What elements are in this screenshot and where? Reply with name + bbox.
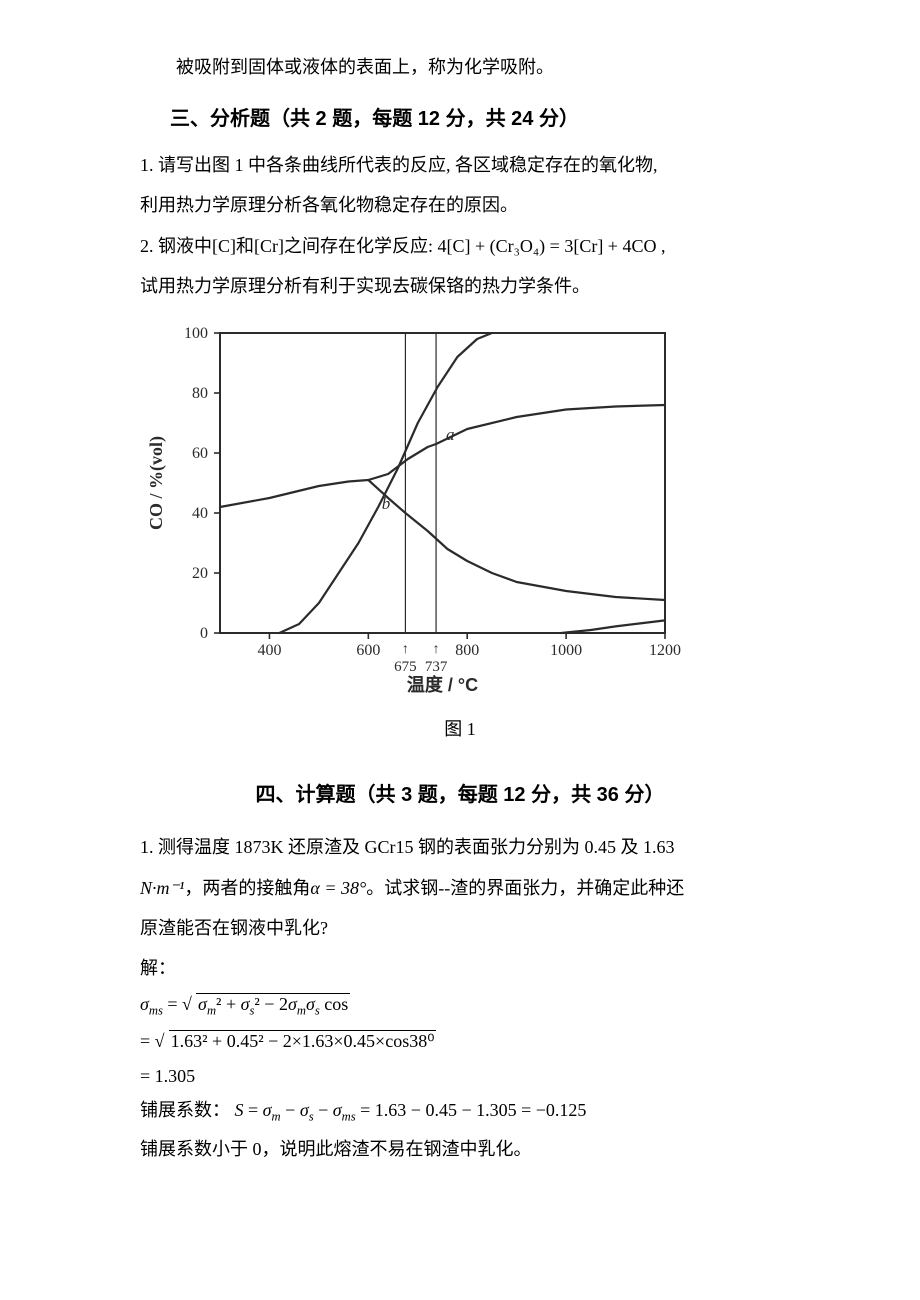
figure-1-caption: 图 1	[140, 712, 780, 746]
q4-1-line2: N·m⁻¹，两者的接触角α = 38°。试求钢--渣的界面张力，并确定此种还	[140, 871, 780, 905]
q3-1-line2: 利用热力学原理分析各氧化物稳定存在的原因。	[140, 188, 780, 222]
svg-text:675: 675	[394, 659, 417, 675]
svg-text:60: 60	[192, 445, 208, 462]
solution-label: 解：	[140, 951, 780, 985]
q3-2-formula: 4[C] + (Cr₃O₄) = 3[Cr] + 4CO ,	[437, 236, 665, 256]
section3-heading: 三、分析题（共 2 题，每题 12 分，共 24 分）	[140, 100, 780, 138]
unit-nm: N·m⁻¹	[140, 878, 184, 898]
q3-2-line2: 试用热力学原理分析有利于实现去碳保铬的热力学条件。	[140, 269, 780, 303]
figure-1-chart: 0 20 40 60 80 100 400 600 800 1000 1200 ↑ 675 ↑ 737 CO …	[140, 315, 780, 706]
eq-result: = 1.305	[140, 1061, 780, 1092]
q4-1-suffix: 。试求钢--渣的界面张力，并确定此种还	[366, 878, 684, 898]
conclusion: 铺展系数小于 0，说明此熔渣不易在钢渣中乳化。	[140, 1132, 780, 1166]
eq-sigma-numeric: = 1.63² + 0.45² − 2×1.63×0.45×cos38⁰	[140, 1026, 780, 1057]
svg-text:80: 80	[192, 385, 208, 402]
svg-text:↑: ↑	[433, 642, 440, 657]
spread-line: 铺展系数： S = σm − σs − σms = 1.63 − 0.45 − …	[140, 1095, 780, 1128]
svg-text:600: 600	[356, 642, 380, 659]
q4-1-line3: 原渣能否在钢液中乳化?	[140, 911, 780, 945]
svg-text:1200: 1200	[649, 642, 681, 659]
q3-1-line1: 1. 请写出图 1 中各条曲线所代表的反应, 各区域稳定存在的氧化物,	[140, 148, 780, 182]
svg-text:a: a	[446, 425, 455, 444]
eq-sqrt-numeric: 1.63² + 0.45² − 2×1.63×0.45×cos38⁰	[169, 1030, 437, 1051]
svg-text:0: 0	[200, 625, 208, 642]
alpha-eq: α = 38°	[310, 878, 366, 898]
svg-text:40: 40	[192, 505, 208, 522]
svg-text:CO / %(vol): CO / %(vol)	[146, 436, 167, 530]
q3-2-prefix: 2. 钢液中[C]和[Cr]之间存在化学反应:	[140, 236, 437, 256]
svg-text:20: 20	[192, 565, 208, 582]
q3-2-line1: 2. 钢液中[C]和[Cr]之间存在化学反应: 4[C] + (Cr₃O₄) =…	[140, 229, 780, 263]
svg-text:737: 737	[425, 659, 448, 675]
svg-text:温度 / °C: 温度 / °C	[407, 674, 478, 695]
svg-text:100: 100	[184, 325, 208, 342]
svg-text:1000: 1000	[550, 642, 582, 659]
spread-label: 铺展系数：	[140, 1100, 230, 1120]
q4-1-line1: 1. 测得温度 1873K 还原渣及 GCr15 钢的表面张力分别为 0.45 …	[140, 830, 780, 864]
intro-line: 被吸附到固体或液体的表面上，称为化学吸附。	[140, 50, 780, 84]
svg-text:b: b	[382, 494, 391, 513]
q4-1-mid: ，两者的接触角	[184, 878, 310, 898]
svg-text:400: 400	[257, 642, 281, 659]
eq-sigma-symbolic: σms = σm² + σs² − 2σmσs cos	[140, 989, 780, 1022]
svg-text:800: 800	[455, 642, 479, 659]
chart-svg: 0 20 40 60 80 100 400 600 800 1000 1200 ↑ 675 ↑ 737 CO …	[140, 315, 700, 695]
svg-text:↑: ↑	[402, 642, 409, 657]
section4-heading: 四、计算题（共 3 题，每题 12 分，共 36 分）	[140, 776, 780, 814]
